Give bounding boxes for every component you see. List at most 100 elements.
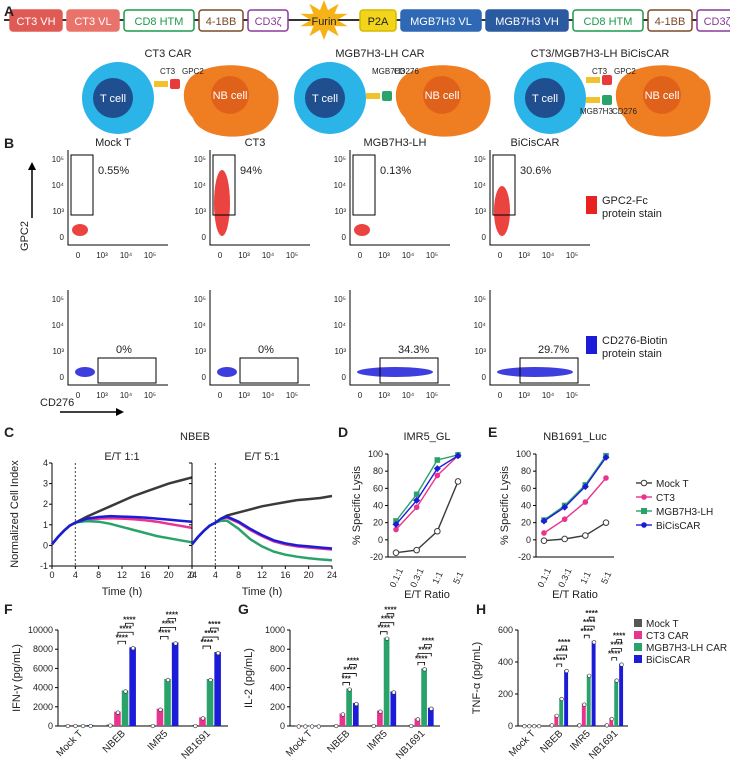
flow-x-tick: 10³ xyxy=(378,251,390,260)
significance-label: **** xyxy=(119,624,132,633)
significance-bracket xyxy=(380,631,388,635)
x-tick-label: 0.3:1 xyxy=(408,567,426,589)
legend-swatch xyxy=(634,631,642,639)
significance-label: **** xyxy=(608,650,621,659)
flow-gate xyxy=(70,154,94,216)
antigen-label: CT3 xyxy=(592,67,608,76)
flow-x-tick: 10³ xyxy=(96,391,108,400)
x-tick-label: NBEB xyxy=(101,728,128,755)
significance-label: **** xyxy=(555,647,568,656)
flow-y-tick: 0 xyxy=(342,233,347,242)
y-tick-label: -20 xyxy=(370,552,383,562)
panel-letter-h: H xyxy=(476,601,486,617)
replicate-point xyxy=(415,717,421,722)
flow-y-tick: 10⁴ xyxy=(194,181,207,190)
significance-bracket xyxy=(611,657,618,661)
series-line xyxy=(191,519,333,562)
flow-x-tick: 10⁵ xyxy=(286,251,298,260)
significance-bracket xyxy=(202,645,211,650)
replicate-point xyxy=(522,724,527,729)
y-tick-label: 40 xyxy=(521,501,531,511)
series-line xyxy=(51,516,193,546)
replicate-point xyxy=(340,712,346,717)
flow-y-tick: 10³ xyxy=(194,207,206,216)
flow-y-tick: 0 xyxy=(482,233,487,242)
bar xyxy=(609,718,614,726)
flow-x-tick: 0 xyxy=(76,251,81,260)
x-tick-label: NB1691 xyxy=(394,728,428,762)
legend-label: CT3 CAR xyxy=(646,631,689,642)
panel-f-chart: 0 2000 4000 6000 8000 10000 Mock T NBEB IMR5 NB16… xyxy=(11,610,228,762)
flow-y-tick: 10³ xyxy=(474,347,486,356)
antigen-label: MGB7H3 xyxy=(580,107,613,116)
flow-legend-text: protein stain xyxy=(602,348,662,360)
construct-segment-label: MGB7H3 VH xyxy=(495,16,559,28)
flow-y-axis-label: GPC2 xyxy=(19,221,31,251)
replicate-point xyxy=(609,716,614,722)
replicate-point xyxy=(115,710,121,715)
replicate-point xyxy=(65,723,70,729)
bar xyxy=(383,637,390,726)
y-tick-label: 60 xyxy=(521,483,531,493)
data-point xyxy=(392,549,400,557)
x-tick-label: 16 xyxy=(280,570,290,580)
panel-a: CT3 VH CT3 VL CD8 HTM 4-1BB CD3ζ Furin P2A MGB7… xyxy=(4,0,730,137)
construct-segment-box xyxy=(247,9,289,32)
y-tick-label: 0 xyxy=(43,540,48,550)
data-point xyxy=(602,519,610,526)
flow-gate-percent: 0% xyxy=(116,344,132,356)
replicate-point xyxy=(158,707,163,712)
flow-axes xyxy=(489,150,590,246)
y-tick-label: 20 xyxy=(521,518,531,528)
bar xyxy=(346,688,352,726)
x-tick-label: 0.1:1 xyxy=(388,567,406,589)
construct-segment-label: Furin xyxy=(311,16,336,28)
data-point xyxy=(540,517,548,525)
bar xyxy=(214,652,221,726)
replicate-point xyxy=(316,724,321,729)
replicate-point xyxy=(592,640,597,645)
significance-bracket xyxy=(342,682,350,686)
series-line xyxy=(543,522,607,542)
flow-y-tick: 10³ xyxy=(474,207,486,216)
replicate-point xyxy=(532,724,537,729)
data-point xyxy=(454,452,462,460)
x-tick-label: 20 xyxy=(164,570,174,580)
y-tick-label: -1 xyxy=(40,561,48,571)
legend-marker xyxy=(641,522,647,528)
significance-bracket xyxy=(588,616,595,621)
significance-label: **** xyxy=(610,641,623,650)
flow-y-tick: 10⁵ xyxy=(474,295,486,304)
construct-segment-box xyxy=(198,9,244,32)
flow-y-tick: 0 xyxy=(342,373,347,382)
significance-label: **** xyxy=(201,638,214,647)
construct-segment-box xyxy=(359,9,397,32)
replicate-point xyxy=(604,723,609,728)
antigen-label: GPC2 xyxy=(614,67,636,76)
flow-x-tick: 10⁵ xyxy=(144,391,156,400)
x-tick-label: 4 xyxy=(73,570,78,580)
flow-x-tick: 0 xyxy=(498,251,503,260)
significance-label: **** xyxy=(123,615,136,624)
y-tick-label: 600 xyxy=(270,663,285,673)
antigen-label: CD276 xyxy=(612,107,637,116)
data-point xyxy=(392,520,400,528)
nb-cell-label: NB cell xyxy=(213,90,248,102)
flow-y-tick: 0 xyxy=(60,233,65,242)
replicate-point xyxy=(216,650,221,656)
t-cell-label: T cell xyxy=(312,93,338,105)
y-tick-label: 4000 xyxy=(33,683,53,693)
bar xyxy=(586,674,591,726)
y-tick-label: 80 xyxy=(373,466,383,476)
series-line xyxy=(191,516,333,551)
y-tick-label: 0 xyxy=(378,535,383,545)
y-tick-label: 200 xyxy=(270,702,285,712)
y-tick-label: 600 xyxy=(498,625,513,635)
flow-population xyxy=(214,170,230,236)
x-tick-label: 12 xyxy=(257,570,267,580)
significance-label: **** xyxy=(418,645,431,654)
y-tick-label: 400 xyxy=(270,683,285,693)
schematic-title: CT3/MGB7H3-LH BiCisCAR xyxy=(531,48,670,60)
construct-segment-box xyxy=(485,9,569,32)
